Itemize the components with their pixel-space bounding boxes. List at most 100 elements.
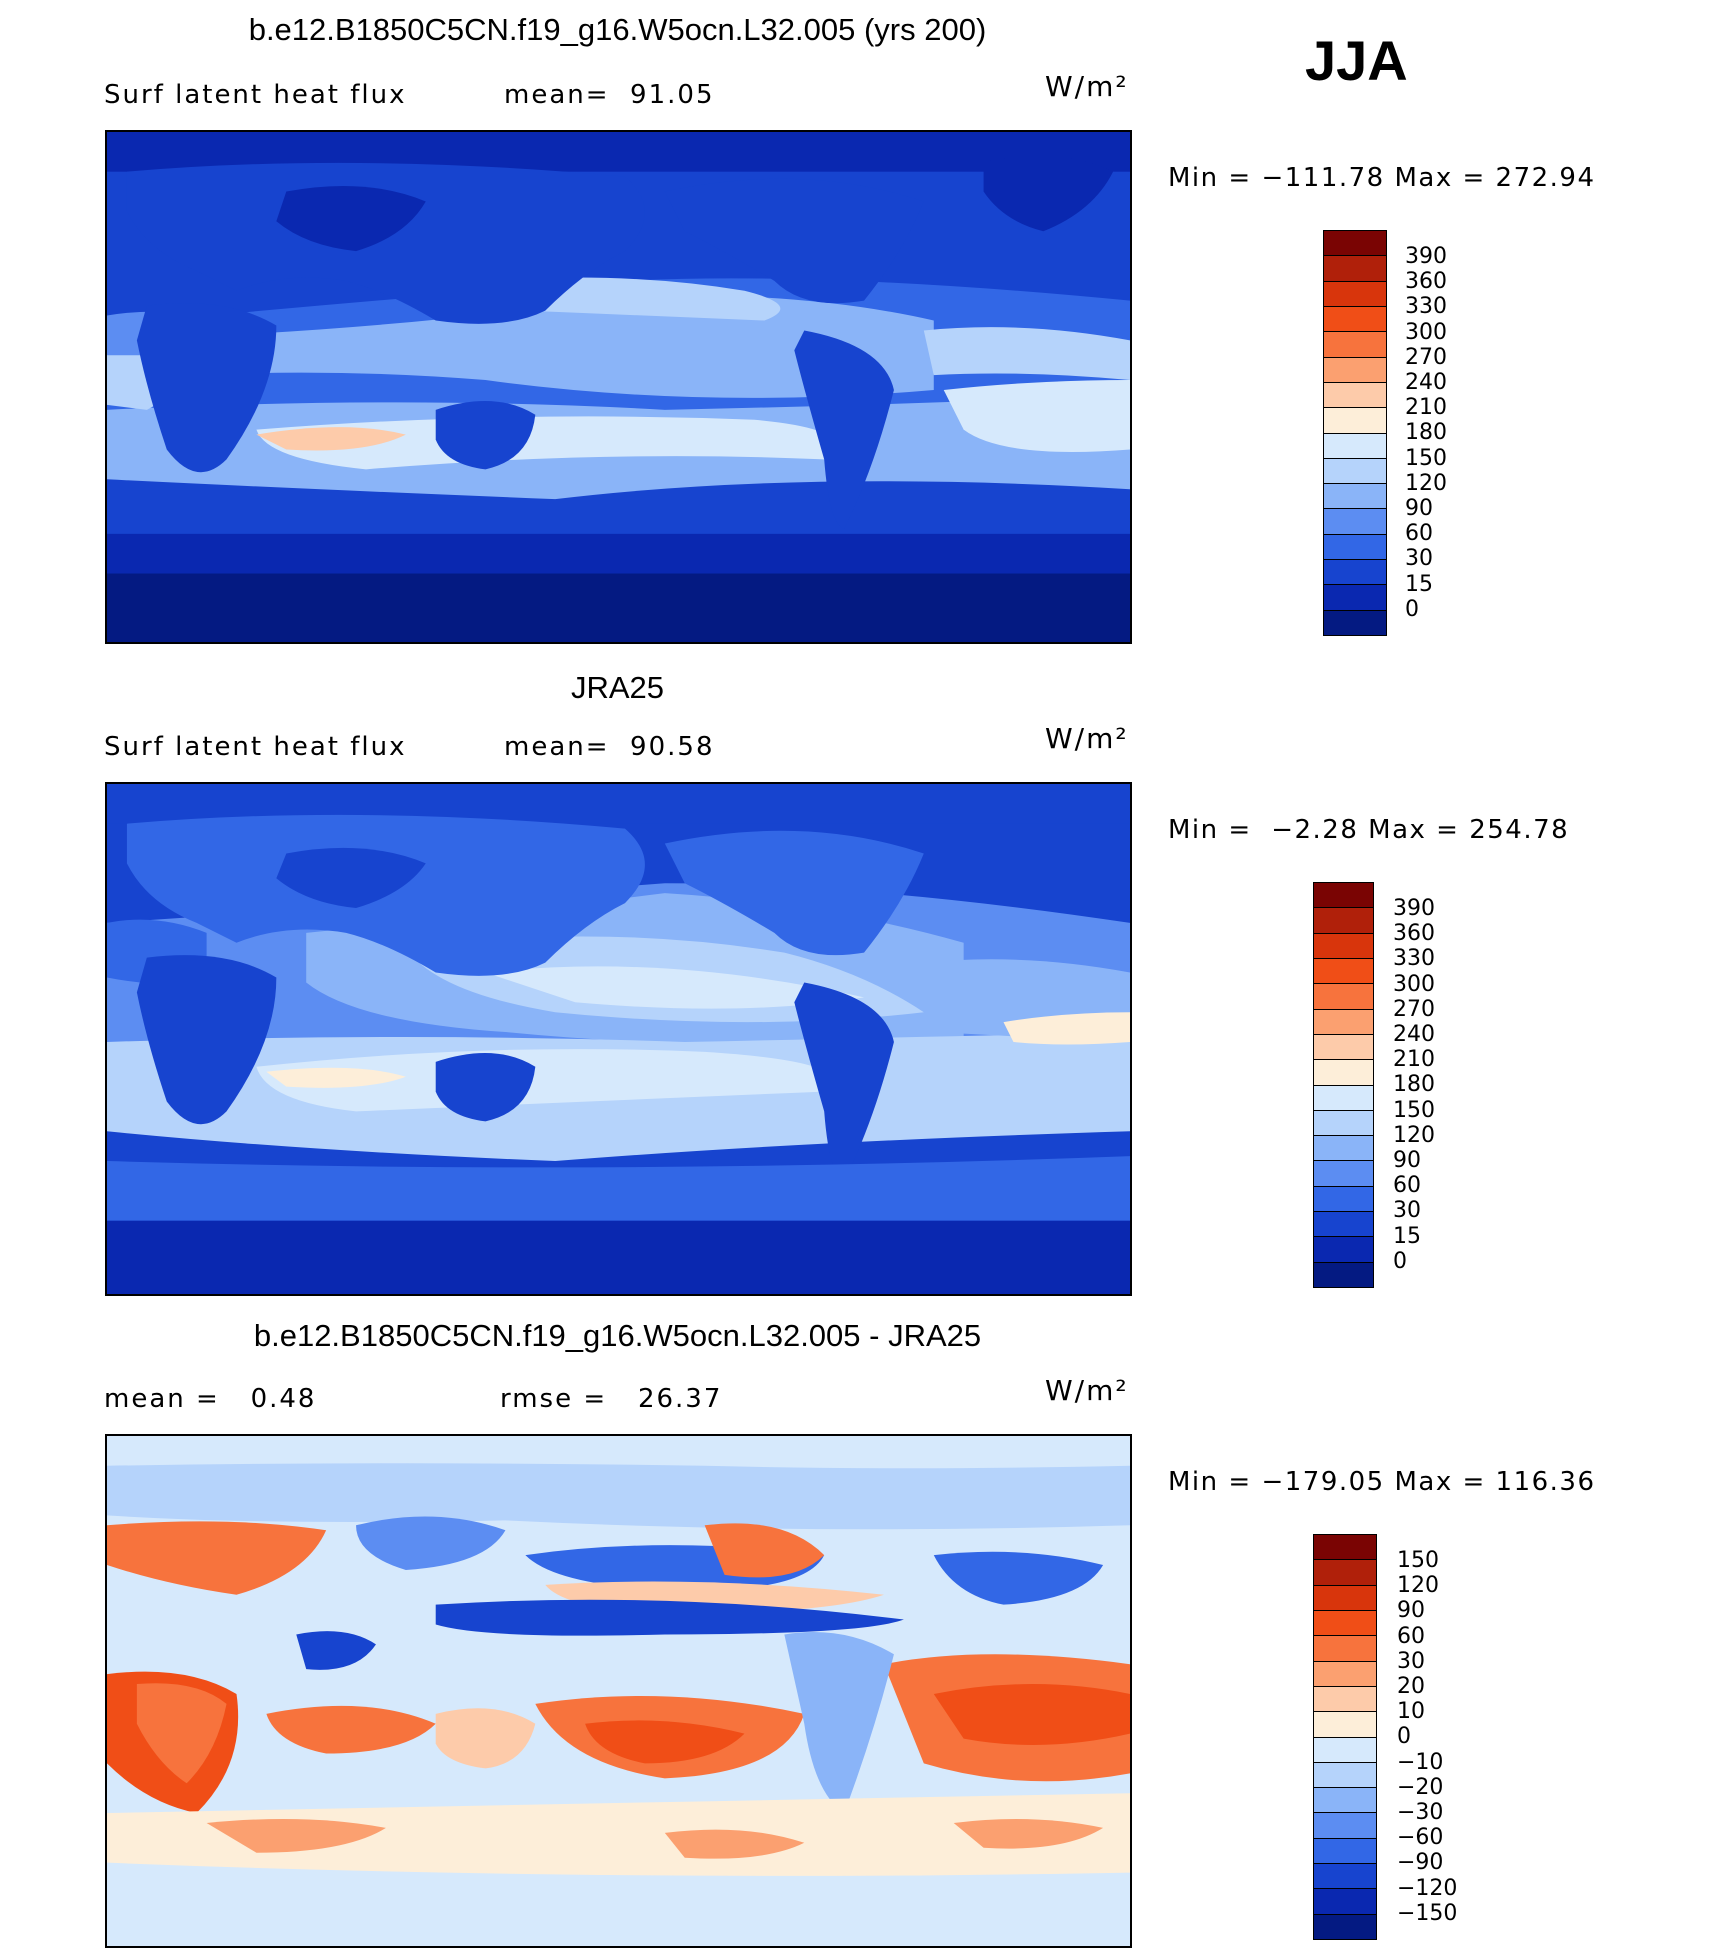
colorbar-swatch (1314, 1560, 1376, 1586)
colorbar-swatch (1314, 1212, 1373, 1238)
colorbar-tick-label: 0 (1397, 1724, 1411, 1750)
colorbar-tick-label: −120 (1397, 1875, 1458, 1901)
colorbar-swatch (1314, 958, 1373, 985)
panel2-colorbar-ticks: 390 360 330 300 270 240 210 180 150 120 90 60 30 15 0 (1393, 896, 1435, 1274)
colorbar-swatch (1314, 1262, 1373, 1287)
colorbar-tick-label: 15 (1405, 571, 1433, 597)
colorbar-swatch (1314, 1636, 1376, 1662)
colorbar-swatch (1314, 1686, 1376, 1713)
colorbar-tick-label: 150 (1405, 445, 1447, 471)
colorbar-swatch (1324, 382, 1386, 409)
colorbar-swatch (1314, 1034, 1373, 1061)
panel3-colorbar (1313, 1534, 1377, 1940)
colorbar-swatch (1324, 585, 1386, 611)
colorbar-tick-label: 90 (1397, 1598, 1425, 1624)
colorbar-tick-label: 270 (1393, 996, 1435, 1022)
colorbar-tick-label: 120 (1393, 1122, 1435, 1148)
panel2-colorbar (1313, 882, 1374, 1288)
colorbar-swatch (1314, 1060, 1373, 1086)
panel3-difference-map (105, 1434, 1132, 1948)
colorbar-swatch (1314, 1788, 1376, 1814)
colorbar-tick-label: 300 (1393, 971, 1435, 997)
colorbar-swatch (1314, 908, 1373, 934)
colorbar-tick-label: 30 (1397, 1648, 1425, 1674)
colorbar-swatch (1324, 332, 1386, 358)
colorbar-tick-label: 330 (1393, 946, 1435, 972)
colorbar-tick-label: 390 (1405, 244, 1447, 269)
colorbar-tick-label: 330 (1405, 294, 1447, 320)
colorbar-swatch (1314, 1661, 1376, 1687)
colorbar-swatch (1314, 1110, 1373, 1137)
colorbar-tick-label: 30 (1405, 546, 1433, 572)
colorbar-swatch (1314, 1237, 1373, 1263)
colorbar-swatch (1314, 1610, 1376, 1637)
colorbar-tick-label: 210 (1393, 1047, 1435, 1073)
colorbar-tick-label: 90 (1393, 1148, 1421, 1174)
colorbar-swatch (1314, 984, 1373, 1010)
colorbar-swatch (1314, 933, 1373, 959)
colorbar-swatch (1314, 1914, 1376, 1939)
colorbar-swatch (1314, 1186, 1373, 1213)
panel2-units: W/m² (1045, 722, 1129, 755)
colorbar-tick-label: 30 (1393, 1198, 1421, 1224)
colorbar-tick-label: 120 (1397, 1573, 1439, 1599)
colorbar-tick-label: 10 (1397, 1699, 1425, 1725)
colorbar-swatch (1324, 306, 1386, 333)
panel3-rmse-label: rmse = 26.37 (500, 1384, 723, 1414)
panel2-jra25-map (105, 782, 1132, 1296)
colorbar-tick-label: 0 (1405, 596, 1419, 622)
colorbar-tick-label: 360 (1393, 921, 1435, 947)
colorbar-swatch (1314, 1813, 1376, 1839)
colorbar-swatch (1324, 357, 1386, 383)
colorbar-swatch (1314, 1009, 1373, 1035)
colorbar-tick-label: 60 (1393, 1173, 1421, 1199)
panel3-colorbar-ticks: 150 120 90 60 30 20 10 0 −10 −20 −30 −60 −90 −120 −150 (1397, 1548, 1457, 1926)
panel1-colorbar-ticks: 390 360 330 300 270 240 210 180 150 120 90 60 30 15 0 (1405, 244, 1447, 622)
colorbar-tick-label: 60 (1405, 521, 1433, 547)
colorbar-tick-label: 150 (1393, 1097, 1435, 1123)
colorbar-tick-label: 180 (1393, 1072, 1435, 1098)
colorbar-swatch (1324, 281, 1386, 307)
colorbar-tick-label: 150 (1397, 1548, 1439, 1573)
panel1-variable-label: Surf latent heat flux (104, 80, 407, 110)
panel2-variable-label: Surf latent heat flux (104, 732, 407, 762)
colorbar-swatch (1314, 1838, 1376, 1865)
colorbar-tick-label: 240 (1405, 370, 1447, 396)
colorbar-tick-label: 240 (1393, 1022, 1435, 1048)
colorbar-tick-label: 270 (1405, 344, 1447, 370)
colorbar-swatch (1324, 433, 1386, 459)
season-label: JJA (1305, 29, 1408, 92)
colorbar-swatch (1324, 231, 1386, 257)
colorbar-tick-label: 15 (1393, 1223, 1421, 1249)
colorbar-tick-label: −20 (1397, 1774, 1444, 1800)
panel1-model-map (105, 130, 1132, 644)
colorbar-swatch (1314, 1864, 1376, 1890)
colorbar-swatch (1314, 1889, 1376, 1915)
colorbar-tick-label: 360 (1405, 269, 1447, 295)
colorbar-swatch (1314, 1535, 1376, 1561)
colorbar-swatch (1324, 560, 1386, 586)
colorbar-swatch (1324, 458, 1386, 485)
panel3-units: W/m² (1045, 1374, 1129, 1407)
colorbar-tick-label: −30 (1397, 1800, 1444, 1826)
colorbar-tick-label: −150 (1397, 1900, 1458, 1926)
panel3-mean-label: mean = 0.48 (104, 1384, 317, 1414)
colorbar-tick-label: 300 (1405, 319, 1447, 345)
colorbar-tick-label: 90 (1405, 496, 1433, 522)
colorbar-swatch (1314, 1737, 1376, 1763)
panel1-mean-label: mean= 91.05 (504, 80, 715, 110)
colorbar-swatch (1324, 484, 1386, 510)
panel1-units: W/m² (1045, 70, 1129, 103)
colorbar-tick-label: −90 (1397, 1850, 1444, 1876)
colorbar-tick-label: 60 (1397, 1623, 1425, 1649)
panel2-min-max: Min = −2.28 Max = 254.78 (1168, 815, 1570, 845)
colorbar-swatch (1314, 1585, 1376, 1611)
colorbar-swatch (1324, 509, 1386, 535)
colorbar-swatch (1324, 610, 1386, 635)
panel1-colorbar (1323, 230, 1387, 636)
panel1-min-max: Min = −111.78 Max = 272.94 (1168, 163, 1596, 193)
colorbar-tick-label: −60 (1397, 1825, 1444, 1851)
colorbar-tick-label: 20 (1397, 1674, 1425, 1700)
panel2-title: JRA25 (570, 670, 665, 705)
colorbar-swatch (1314, 1712, 1376, 1738)
